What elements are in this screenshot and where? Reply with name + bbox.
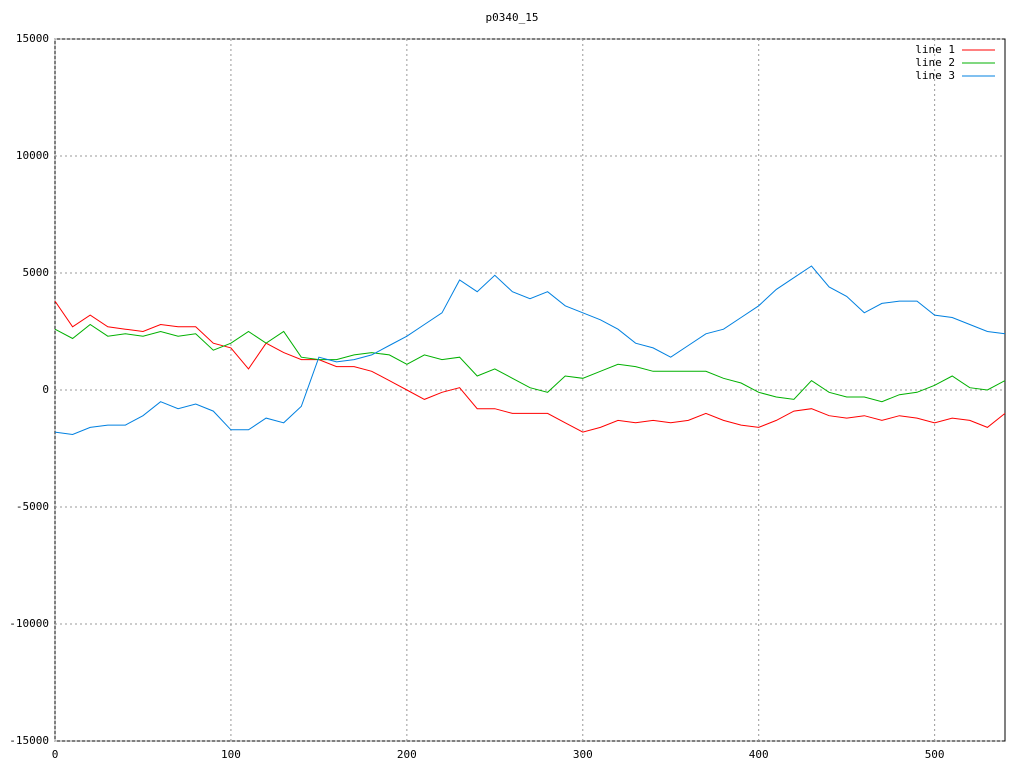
legend-label: line 2 bbox=[915, 56, 955, 69]
data-line bbox=[54, 323, 1006, 403]
y-tick-label: 5000 bbox=[23, 266, 50, 279]
legend-label: line 1 bbox=[915, 43, 955, 56]
y-tick-label: -15000 bbox=[9, 734, 49, 747]
y-tick-label: -10000 bbox=[9, 617, 49, 630]
y-tick-label: 15000 bbox=[16, 32, 49, 45]
y-tick-label: -5000 bbox=[16, 500, 49, 513]
chart-title: p0340_15 bbox=[486, 11, 539, 24]
data-line bbox=[54, 265, 1006, 436]
x-tick-label: 200 bbox=[397, 748, 417, 761]
x-tick-label: 0 bbox=[52, 748, 59, 761]
x-tick-label: 500 bbox=[925, 748, 945, 761]
x-tick-label: 100 bbox=[221, 748, 241, 761]
y-tick-label: 10000 bbox=[16, 149, 49, 162]
x-tick-label: 400 bbox=[749, 748, 769, 761]
x-tick-label: 300 bbox=[573, 748, 593, 761]
y-tick-label: 0 bbox=[42, 383, 49, 396]
data-line bbox=[54, 300, 1006, 433]
legend-label: line 3 bbox=[915, 69, 955, 82]
